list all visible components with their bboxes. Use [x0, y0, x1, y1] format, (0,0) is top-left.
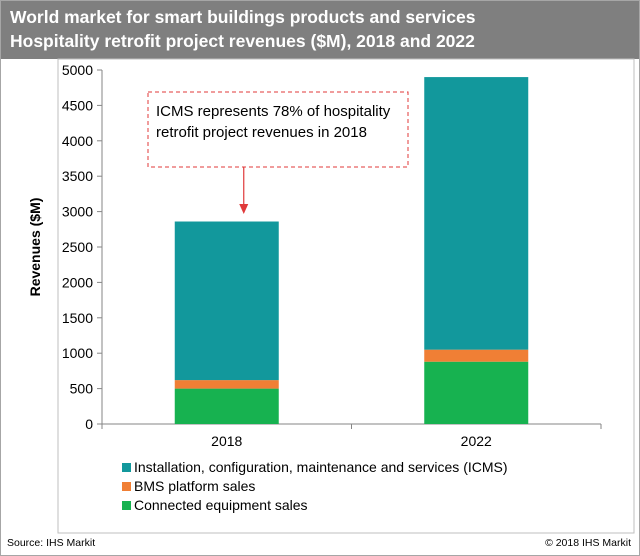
- y-axis-title: Revenues ($M): [27, 198, 43, 297]
- y-tick-label: 0: [85, 416, 93, 432]
- callout-box: [147, 91, 409, 168]
- x-tick-label: 2018: [211, 433, 242, 449]
- bar-segment: [424, 361, 529, 424]
- chart-subtitle: Hospitality retrofit project revenues ($…: [10, 31, 475, 51]
- bar-segment: [174, 388, 279, 424]
- stacked-bar-chart: 0 500 1000 1500 2000 2500 3000 3500 4000 4500 5000…: [27, 58, 635, 534]
- bar-segment: [424, 349, 529, 362]
- chart-title: World market for smart buildings product…: [10, 7, 476, 27]
- y-tick-label: 1500: [62, 310, 93, 326]
- callout-arrowhead: [239, 204, 249, 214]
- y-tick-label: 2000: [62, 274, 93, 290]
- y-tick-label: 3500: [62, 168, 93, 184]
- annotation: ICMS represents 78% of hospitality retrof…: [147, 91, 409, 214]
- copyright-note: © 2018 IHS Markit: [545, 537, 631, 549]
- bar-segment: [174, 380, 279, 389]
- plot-border: [57, 58, 635, 534]
- y-tick-label: 1000: [62, 345, 93, 361]
- source-note: Source: IHS Markit: [7, 537, 96, 549]
- axes: 0 500 1000 1500 2000 2500 3000 3500 4000 4500 5000…: [27, 58, 635, 534]
- legend-label: Installation, configuration, maintenance…: [134, 459, 508, 475]
- bar-segment: [174, 221, 279, 381]
- y-tick-label: 500: [70, 381, 94, 397]
- y-tick-label: 4000: [62, 133, 93, 149]
- y-tick-label: 3000: [62, 204, 93, 220]
- legend-swatch: [122, 482, 131, 491]
- legend: Installation, configuration, maintenance…: [122, 459, 508, 513]
- y-tick-label: 5000: [62, 62, 93, 78]
- y-tick-label: 4500: [62, 97, 93, 113]
- legend-swatch: [122, 501, 131, 510]
- bars: [174, 77, 529, 424]
- callout-text: ICMS represents 78% of hospitality: [156, 103, 391, 120]
- callout-text: retrofit project revenues in 2018: [156, 124, 367, 141]
- title-bar: World market for smart buildings product…: [1, 1, 639, 59]
- x-tick-label: 2022: [461, 433, 492, 449]
- bar-segment: [424, 77, 529, 350]
- legend-label: BMS platform sales: [134, 478, 255, 494]
- legend-label: Connected equipment sales: [134, 497, 308, 513]
- legend-swatch: [122, 463, 131, 472]
- y-tick-label: 2500: [62, 239, 93, 255]
